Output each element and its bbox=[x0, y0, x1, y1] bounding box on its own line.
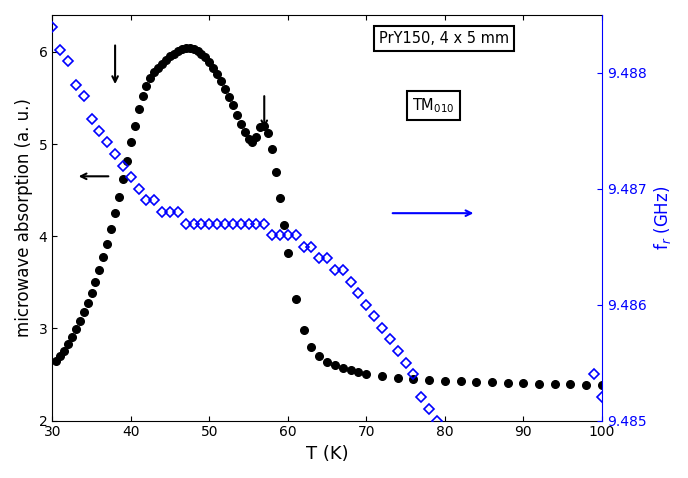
Text: PrY150, 4 x 5 mm: PrY150, 4 x 5 mm bbox=[379, 31, 509, 46]
Y-axis label: f$_r$ (GHz): f$_r$ (GHz) bbox=[652, 185, 673, 250]
Y-axis label: microwave absorption (a. u.): microwave absorption (a. u.) bbox=[15, 98, 33, 337]
X-axis label: T (K): T (K) bbox=[305, 445, 348, 463]
Text: TM$_{010}$: TM$_{010}$ bbox=[412, 96, 455, 115]
